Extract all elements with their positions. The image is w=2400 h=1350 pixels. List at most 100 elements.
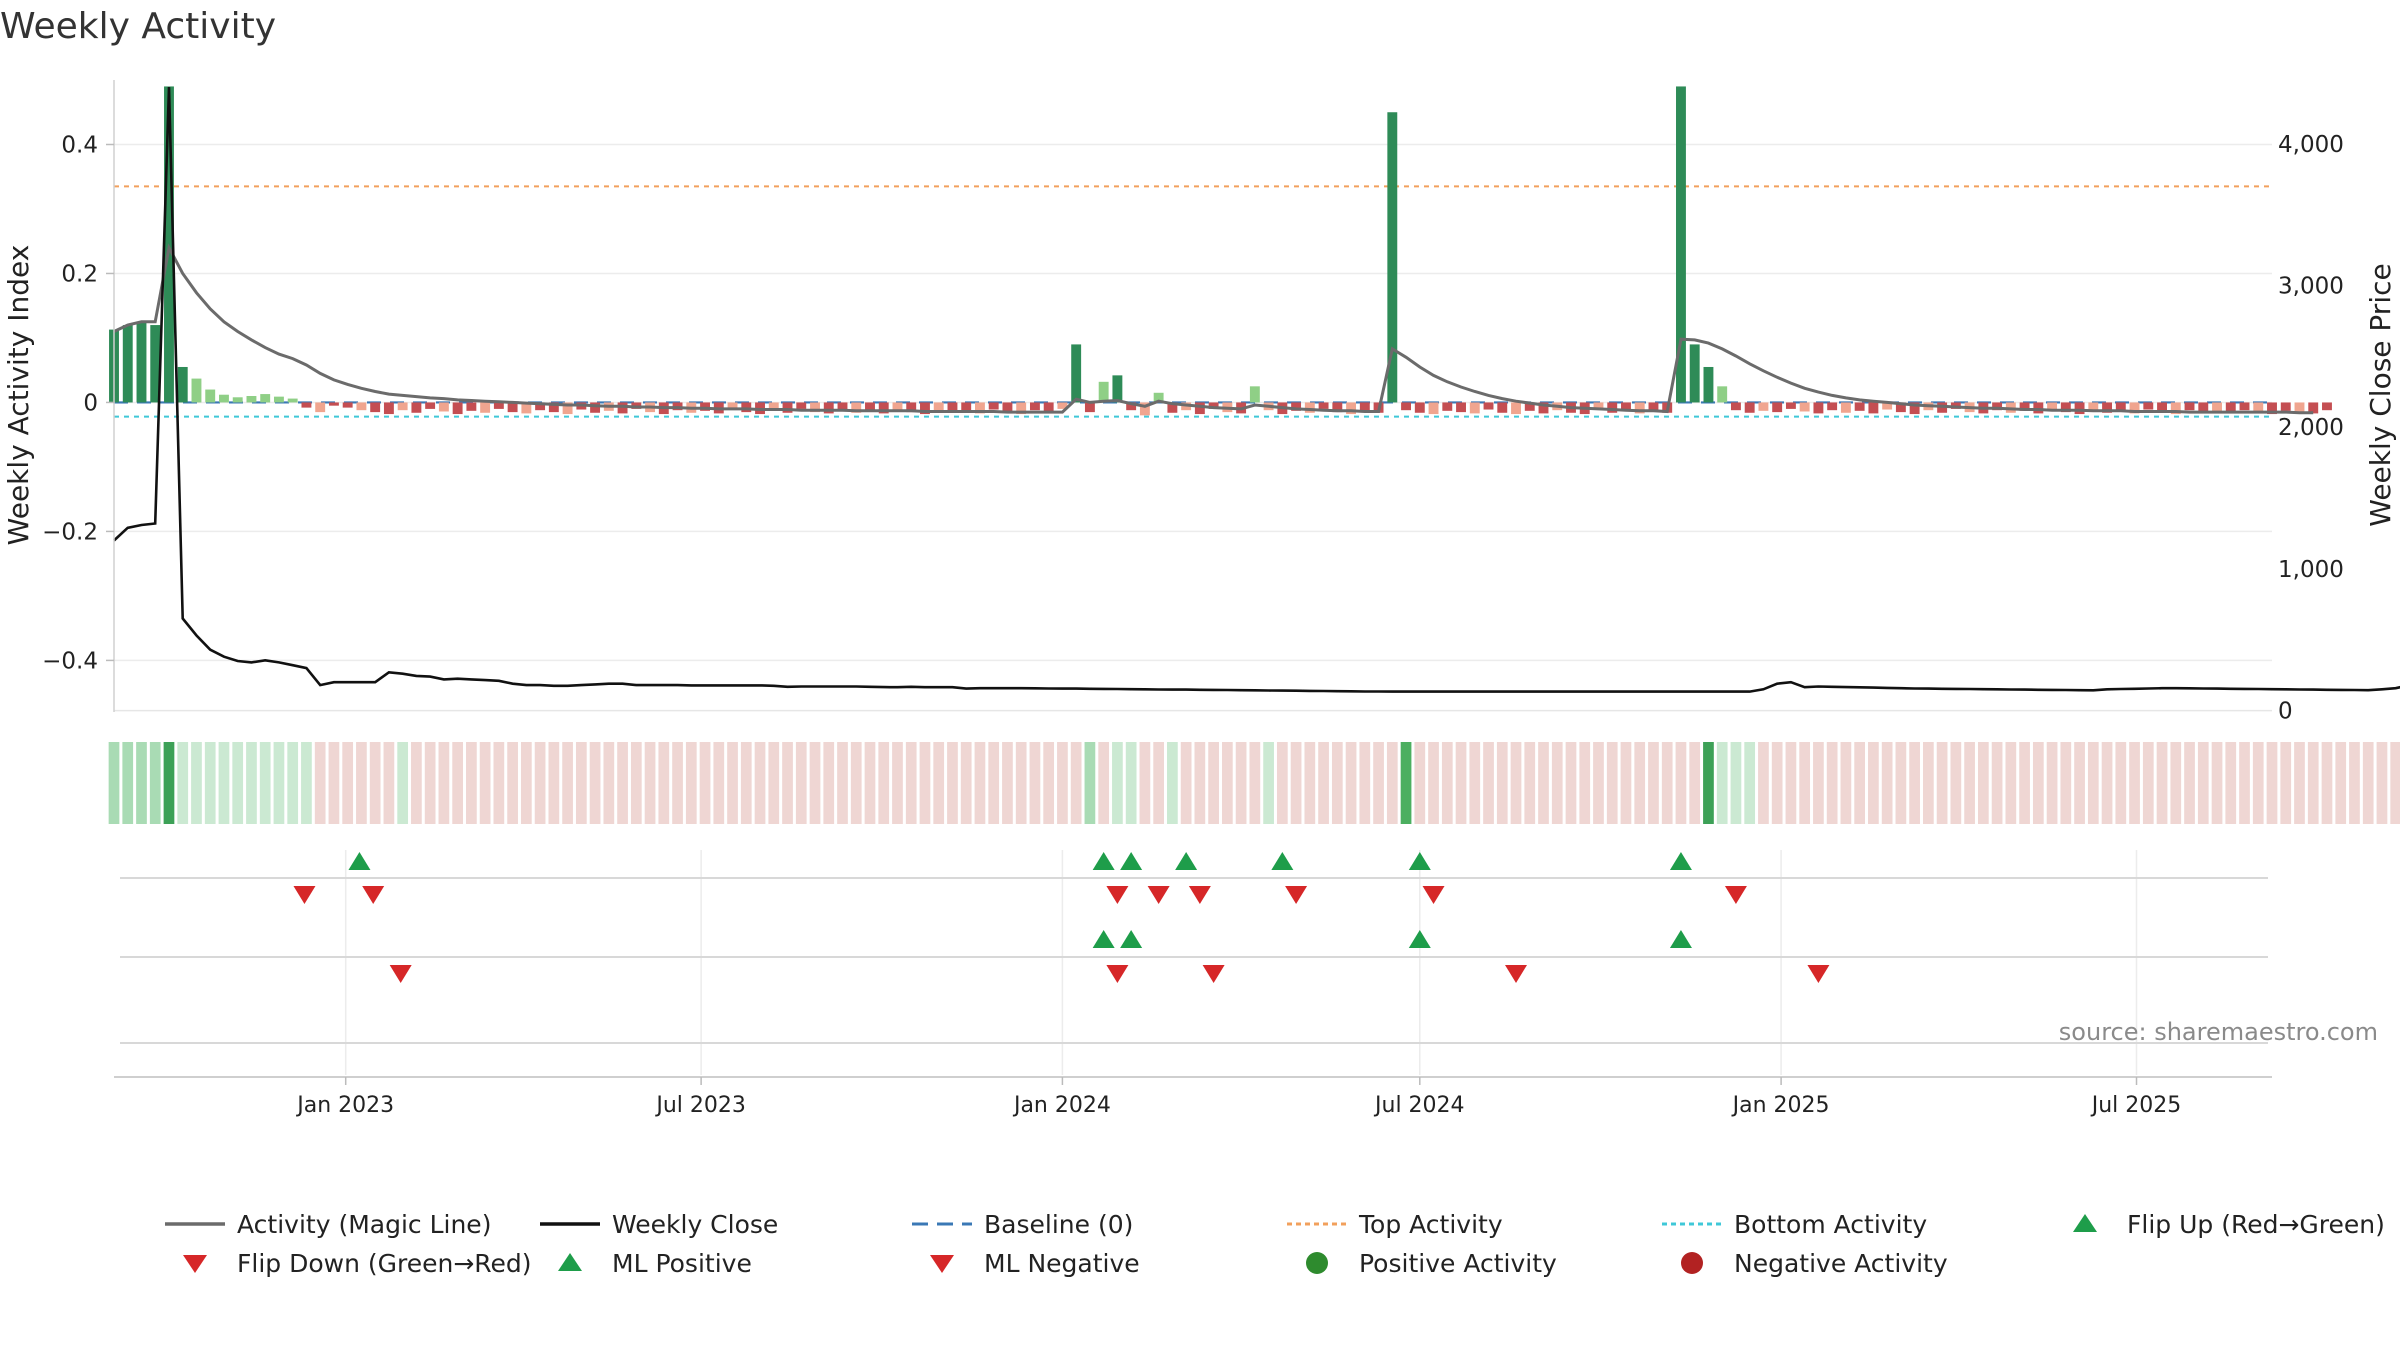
flip-up-marker	[1175, 852, 1198, 870]
ml-negative-marker	[1807, 965, 1830, 983]
activity-bar	[246, 396, 257, 403]
flip-down-marker	[1188, 886, 1211, 904]
regime-cell	[1345, 742, 1357, 824]
activity-bar	[2212, 402, 2222, 412]
activity-bar	[2198, 402, 2209, 413]
regime-cell	[369, 742, 381, 824]
regime-cell	[1002, 742, 1013, 824]
flip-up-marker	[1271, 852, 1294, 870]
activity-bar	[425, 402, 436, 409]
regime-cell	[562, 742, 573, 824]
regime-cell	[424, 742, 436, 824]
regime-cell	[713, 742, 725, 824]
activity-bar	[2322, 402, 2332, 411]
regime-cell	[1689, 742, 1701, 824]
regime-cell	[356, 742, 367, 824]
activity-bar	[1607, 402, 1618, 413]
y-tick-label-right: 1,000	[2278, 557, 2344, 583]
activity-bar	[1043, 402, 1054, 413]
activity-bar	[1084, 402, 1095, 413]
activity-bar	[1359, 402, 1370, 411]
regime-cell	[974, 742, 986, 824]
regime-cell	[795, 742, 807, 824]
regime-cell	[1909, 742, 1920, 824]
chart-title: Weekly Activity	[0, 6, 276, 47]
regime-cell	[466, 742, 477, 824]
legend-label: Positive Activity	[1359, 1249, 1557, 1278]
activity-bar	[2129, 402, 2140, 414]
activity-bar	[741, 402, 752, 413]
activity-bar	[2115, 402, 2126, 411]
ml-positive-marker	[1120, 930, 1143, 948]
regime-cell	[521, 742, 532, 824]
regime-cell	[1716, 742, 1728, 824]
regime-cell	[218, 742, 230, 824]
regime-cell	[2376, 742, 2388, 824]
regime-cell	[1483, 742, 1494, 824]
regime-cell	[823, 742, 835, 824]
activity-bar	[1676, 86, 1686, 403]
regime-cell	[1593, 742, 1604, 824]
x-tick-label: Jan 2025	[1731, 1093, 1830, 1118]
activity-bar	[2184, 402, 2195, 411]
regime-cell	[1015, 742, 1027, 824]
activity-bar	[1428, 402, 1439, 415]
regime-cell	[658, 742, 670, 824]
legend-swatch	[1306, 1252, 1328, 1274]
x-axis-ticks: Jan 2023 Jul 2023 Jan 2024 Jul 2024 Jan 2025…	[295, 1077, 2181, 1118]
regime-cell	[1799, 742, 1811, 824]
flip-down-marker	[1422, 886, 1445, 904]
activity-bar	[122, 325, 133, 403]
flip-up-marker	[1120, 852, 1143, 870]
regime-cell	[1400, 742, 1412, 824]
regime-cell	[1606, 742, 1618, 824]
activity-bar	[2267, 402, 2277, 415]
activity-bar	[1882, 402, 1893, 410]
activity-bar	[1194, 402, 1205, 415]
regime-cell	[1496, 742, 1508, 824]
activity-bar	[1799, 402, 1810, 412]
regime-cell	[1744, 742, 1756, 824]
regime-cell	[204, 742, 216, 824]
activity-bar	[1456, 402, 1466, 413]
activity-bar	[1016, 402, 1027, 415]
activity-bar	[535, 402, 546, 411]
regime-cell	[232, 742, 244, 824]
activity-bar	[507, 402, 518, 413]
activity-bar	[1318, 402, 1329, 409]
regime-cell	[1675, 742, 1687, 824]
activity-bar	[920, 402, 930, 415]
regime-cell	[1194, 742, 1206, 824]
legend-swatch	[558, 1253, 582, 1271]
regime-cell	[1703, 742, 1714, 824]
activity-bar	[975, 402, 985, 414]
activity-bar	[1992, 402, 2003, 411]
regime-cell	[1991, 742, 2003, 824]
activity-bar	[1071, 344, 1082, 403]
regime-cell	[1070, 742, 1082, 824]
regime-cell	[1565, 742, 1577, 824]
regime-cell	[2019, 742, 2030, 824]
flip-down-marker	[1147, 886, 1170, 904]
y-tick-label-left: 0.2	[61, 261, 98, 287]
regime-cell	[2252, 742, 2264, 824]
regime-cell	[2239, 742, 2250, 824]
activity-bar	[810, 402, 820, 413]
regime-cell	[1167, 742, 1178, 824]
regime-cell	[191, 742, 202, 824]
regime-cell	[1180, 742, 1192, 824]
activity-bar	[2294, 402, 2305, 413]
regime-cell	[754, 742, 766, 824]
y-axis-label-left: Weekly Activity Index	[2, 245, 35, 546]
activity-bar	[287, 398, 298, 403]
activity-bar	[1593, 402, 1604, 410]
regime-cell	[1029, 742, 1041, 824]
regime-cell	[2142, 742, 2154, 824]
regime-cell	[108, 742, 120, 824]
activity-bar	[1813, 402, 1824, 414]
activity-bar	[1895, 402, 1906, 413]
regime-cell	[2211, 742, 2223, 824]
regime-cell	[1084, 742, 1096, 824]
regime-cell	[1551, 742, 1563, 824]
activity-bar	[1208, 402, 1219, 409]
